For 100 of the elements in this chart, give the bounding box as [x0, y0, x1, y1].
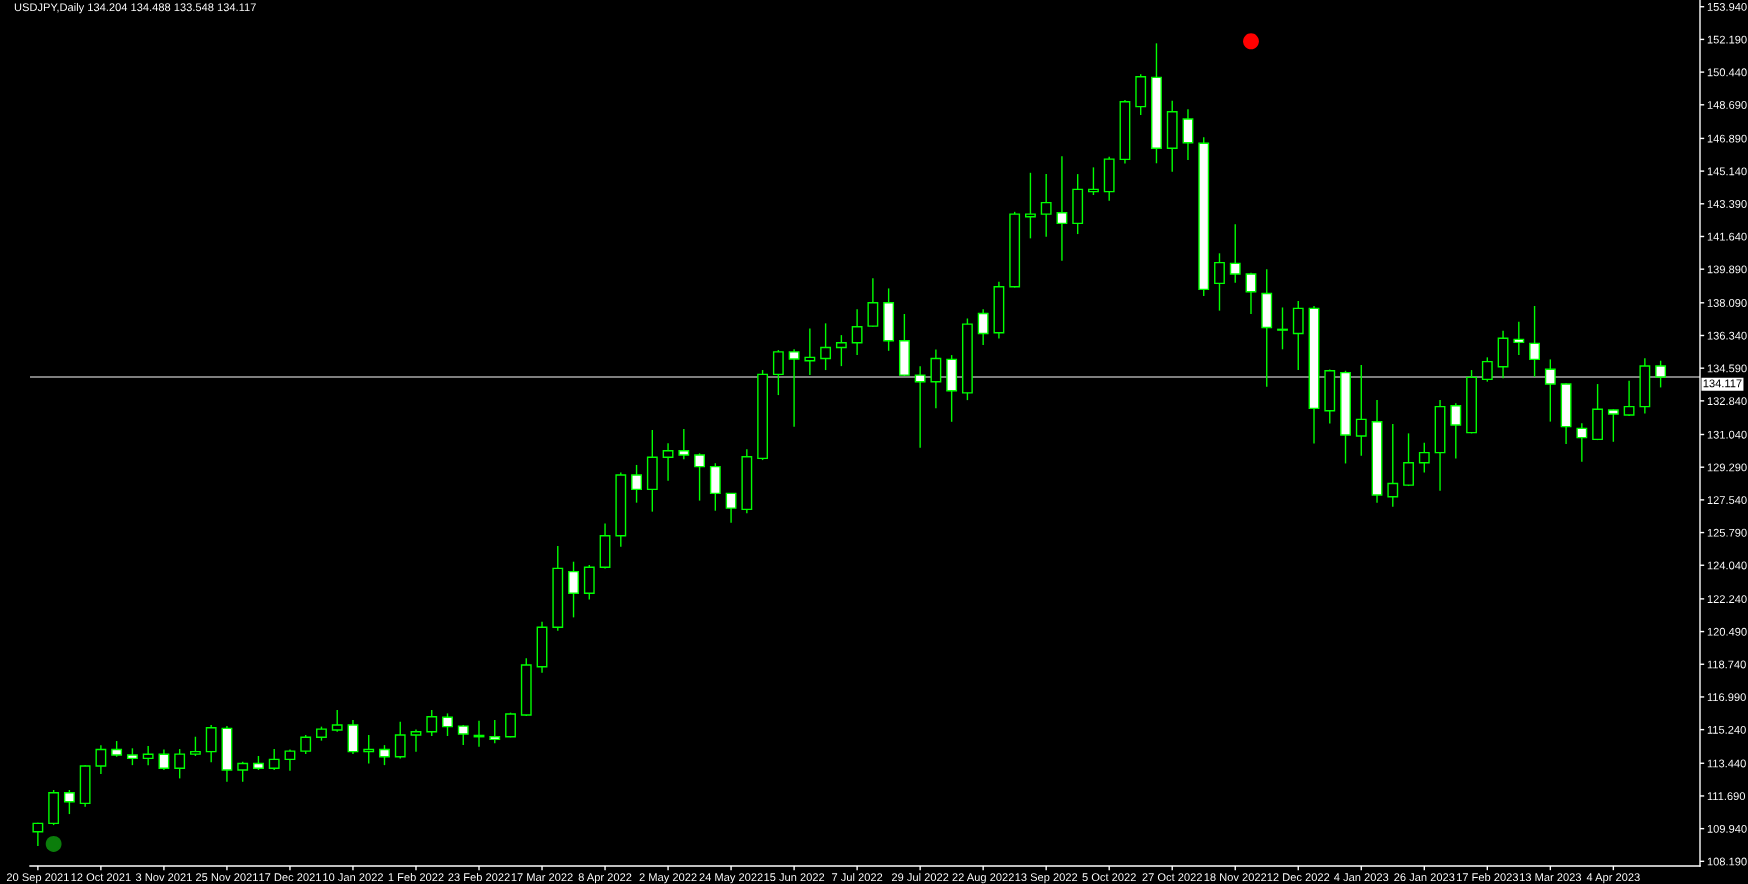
- candlestick: [1245, 272, 1257, 315]
- candlestick: [851, 308, 863, 356]
- candlestick: [835, 334, 847, 367]
- candlestick: [426, 709, 438, 737]
- y-tick-label: 141.640: [1707, 232, 1747, 241]
- candlestick: [1418, 442, 1430, 474]
- candlestick: [1182, 108, 1194, 161]
- x-tick-label: 15 Jun 2022: [764, 873, 825, 882]
- candlestick: [410, 728, 422, 753]
- y-tick-label: 129.290: [1707, 463, 1747, 472]
- x-tick-label: 8 Apr 2022: [578, 873, 632, 884]
- y-tick-label: 145.140: [1707, 167, 1747, 176]
- candlestick: [142, 745, 154, 766]
- x-tick-label: 20 Sep 2021: [6, 873, 69, 884]
- candlestick: [694, 452, 705, 502]
- candlestick: [1355, 364, 1367, 457]
- candlestick: [1513, 320, 1525, 356]
- candlestick: [379, 744, 390, 766]
- candlestick: [725, 492, 737, 524]
- y-tick-label: 108.190: [1707, 857, 1747, 866]
- y-tick-label: 131.040: [1707, 430, 1747, 439]
- candlestick: [331, 709, 343, 733]
- y-tick-label: 138.090: [1707, 299, 1747, 307]
- y-tick-label: 113.440: [1707, 759, 1746, 768]
- y-tick-label: 143.390: [1707, 200, 1747, 208]
- y-tick-label: 152.190: [1707, 35, 1747, 44]
- x-tick-label: 26 Jan 2023: [1394, 873, 1455, 882]
- candlestick: [930, 348, 942, 410]
- candlestick: [1229, 223, 1241, 284]
- candlestick: [1450, 402, 1462, 460]
- candlestick: [1025, 172, 1036, 240]
- y-tick-label: 150.440: [1707, 68, 1747, 77]
- x-tick-label: 29 Jul 2022: [891, 872, 949, 882]
- x-tick-label: 13 Sep 2022: [1015, 873, 1078, 884]
- x-tick-label: 4 Jan 2023: [1334, 873, 1389, 882]
- candlestick: [284, 748, 296, 772]
- y-tick-label: 139.890: [1707, 265, 1747, 274]
- x-tick-label: 3 Nov 2021: [135, 873, 192, 882]
- candlestick: [300, 734, 312, 755]
- candlestick: [174, 748, 186, 780]
- candlestick: [568, 561, 579, 619]
- y-tick-label: 111.690: [1707, 792, 1746, 801]
- x-tick-label: 24 May 2022: [699, 873, 763, 884]
- candlestick: [1576, 422, 1588, 463]
- candlestick: [867, 277, 879, 328]
- candlestick: [237, 761, 249, 783]
- x-tick-label: 13 Mar 2023: [1519, 873, 1582, 882]
- candlestick: [1277, 306, 1288, 351]
- x-tick-label: 5 Oct 2022: [1082, 873, 1136, 882]
- candlestick: [268, 748, 280, 771]
- candlestick: [95, 744, 107, 775]
- chart-title: USDJPY,Daily 134.204 134.488 133.548 134.117: [14, 3, 256, 14]
- candlestick: [678, 428, 690, 461]
- x-tick-label: 4 Apr 2023: [1586, 873, 1640, 884]
- x-tick-label: 7 Jul 2022: [832, 872, 883, 882]
- candlestick: [489, 719, 501, 744]
- y-tick-label: 124.040: [1707, 561, 1747, 570]
- y-tick-label: 132.840: [1707, 397, 1747, 406]
- y-tick-label: 153.940: [1707, 2, 1747, 11]
- candlestick: [1040, 173, 1052, 238]
- candlestick: [63, 789, 75, 815]
- x-tick-label: 27 Oct 2022: [1142, 873, 1202, 882]
- x-tick-label: 23 Feb 2022: [448, 872, 510, 882]
- x-tick-label: 1 Feb 2022: [388, 872, 444, 882]
- y-tick-label: 122.240: [1707, 595, 1747, 604]
- candlestick: [394, 721, 406, 760]
- candlestick: [158, 748, 170, 771]
- candlestick: [631, 464, 642, 504]
- x-tick-label: 18 Nov 2022: [1204, 873, 1267, 882]
- candlestick: [1056, 155, 1068, 262]
- candlestick: [1607, 408, 1619, 443]
- candlestick: [788, 348, 800, 428]
- candlestick: [820, 322, 832, 371]
- y-tick-label: 127.540: [1707, 496, 1747, 505]
- y-tick-label: 125.790: [1707, 528, 1747, 537]
- candlestick: [1387, 423, 1399, 508]
- x-tick-label: 17 Dec 2021: [259, 873, 321, 882]
- ref-line-label: 134.117: [1703, 379, 1742, 388]
- y-tick-label: 136.340: [1707, 331, 1747, 340]
- candlestick: [1544, 358, 1556, 423]
- candlestick: [1529, 305, 1540, 378]
- x-tick-label: 12 Dec 2022: [1267, 873, 1330, 882]
- candlestick: [190, 736, 201, 757]
- candlestick: [1655, 360, 1667, 389]
- y-tick-label: 115.240: [1707, 725, 1746, 734]
- candlestick: [977, 308, 989, 346]
- candlestick: [1214, 252, 1225, 312]
- candlestick: [662, 442, 674, 482]
- y-tick-label: 109.940: [1707, 824, 1747, 833]
- candlestick: [442, 712, 453, 737]
- y-tick-label: 134.590: [1707, 364, 1747, 373]
- candlestick: [1623, 380, 1635, 417]
- y-tick-label: 148.690: [1707, 101, 1747, 109]
- x-tick-label: 12 Oct 2021: [71, 873, 131, 882]
- x-tick-label: 22 Aug 2022: [952, 873, 1014, 884]
- candlestick: [1481, 356, 1493, 383]
- candlestick: [1403, 432, 1414, 487]
- candlestick: [772, 349, 784, 396]
- y-tick-label: 120.490: [1707, 627, 1747, 636]
- y-tick-label: 146.890: [1707, 134, 1747, 143]
